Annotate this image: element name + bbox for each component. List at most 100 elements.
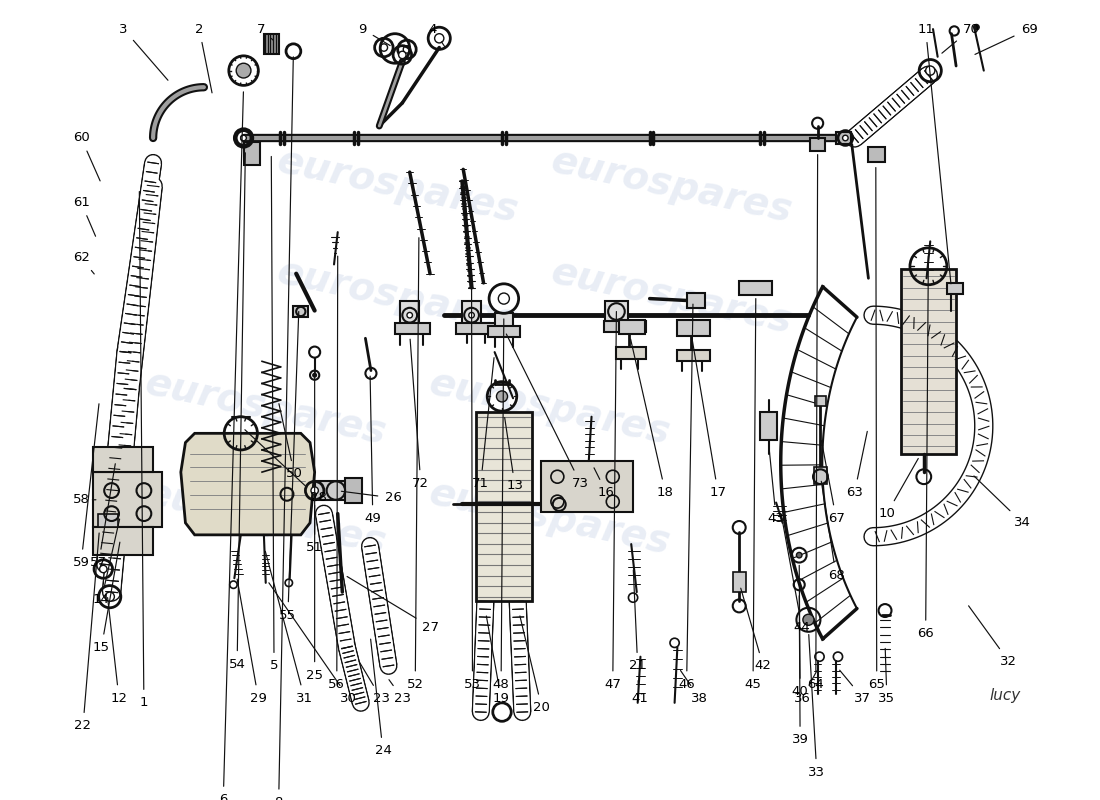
- Bar: [495, 314, 513, 332]
- Circle shape: [236, 63, 251, 78]
- Text: 47: 47: [604, 311, 622, 691]
- Circle shape: [498, 293, 509, 304]
- Text: 24: 24: [371, 639, 392, 758]
- Bar: [604, 321, 646, 332]
- Text: eurospares: eurospares: [142, 363, 389, 452]
- Text: 50: 50: [279, 404, 302, 481]
- Bar: [616, 347, 646, 358]
- Text: 39: 39: [792, 596, 808, 746]
- Text: 9: 9: [359, 22, 390, 46]
- Text: 29: 29: [238, 579, 267, 705]
- Text: 21: 21: [629, 570, 646, 673]
- Text: 70: 70: [942, 22, 979, 54]
- Text: 2: 2: [195, 22, 212, 93]
- Text: 40: 40: [792, 566, 808, 698]
- Bar: [760, 412, 777, 440]
- Text: 51: 51: [306, 367, 323, 554]
- Text: 23: 23: [359, 662, 389, 705]
- Bar: [733, 572, 746, 592]
- Text: 11: 11: [917, 22, 950, 284]
- Text: 66: 66: [917, 256, 934, 640]
- Bar: [561, 499, 575, 510]
- Circle shape: [398, 51, 406, 58]
- Text: eurospares: eurospares: [274, 142, 521, 230]
- Bar: [400, 302, 419, 329]
- Text: 7: 7: [257, 22, 273, 40]
- Text: 56: 56: [329, 256, 345, 691]
- Circle shape: [803, 614, 814, 626]
- Text: 45: 45: [745, 298, 761, 691]
- Circle shape: [496, 391, 507, 402]
- Text: lucy: lucy: [990, 688, 1021, 703]
- Text: 69: 69: [975, 22, 1037, 54]
- Text: 23: 23: [389, 680, 410, 705]
- Text: 43: 43: [768, 450, 784, 525]
- Text: 31: 31: [265, 551, 313, 705]
- Circle shape: [106, 592, 114, 602]
- Bar: [455, 322, 497, 334]
- Text: 32: 32: [969, 606, 1018, 668]
- Text: 12: 12: [108, 598, 128, 705]
- Text: 62: 62: [73, 251, 95, 274]
- Bar: [678, 350, 710, 362]
- Text: 64: 64: [807, 154, 824, 691]
- Text: 1: 1: [140, 191, 148, 710]
- Text: 18: 18: [630, 339, 674, 499]
- Text: eurospares: eurospares: [426, 474, 674, 562]
- Bar: [901, 269, 956, 454]
- Text: 30: 30: [268, 583, 358, 705]
- Bar: [619, 320, 645, 334]
- Text: 54: 54: [229, 153, 245, 670]
- Text: 73: 73: [506, 334, 588, 490]
- Text: 49: 49: [364, 376, 382, 525]
- Circle shape: [311, 487, 318, 494]
- Text: 28: 28: [245, 430, 327, 505]
- Circle shape: [381, 44, 387, 51]
- Text: 16: 16: [594, 468, 615, 499]
- Text: 72: 72: [410, 339, 429, 490]
- Polygon shape: [94, 472, 163, 527]
- Bar: [947, 283, 964, 294]
- Circle shape: [469, 313, 474, 318]
- Text: 60: 60: [73, 131, 100, 181]
- Text: 5: 5: [270, 157, 278, 673]
- Bar: [243, 142, 261, 165]
- Text: eurospares: eurospares: [274, 253, 521, 341]
- Bar: [814, 467, 827, 484]
- Bar: [264, 34, 278, 54]
- Text: 71: 71: [472, 358, 494, 490]
- Text: 33: 33: [808, 634, 825, 778]
- Text: 36: 36: [793, 670, 817, 705]
- Text: eurospares: eurospares: [142, 474, 389, 562]
- Text: 20: 20: [520, 616, 550, 714]
- Bar: [98, 514, 118, 526]
- Bar: [395, 322, 430, 334]
- Bar: [739, 281, 771, 295]
- Text: 57: 57: [90, 464, 116, 569]
- Circle shape: [407, 313, 412, 318]
- Text: 63: 63: [846, 431, 867, 499]
- Text: 67: 67: [822, 441, 845, 525]
- Bar: [686, 293, 705, 308]
- Text: 35: 35: [879, 648, 895, 705]
- Circle shape: [312, 374, 317, 377]
- Circle shape: [404, 46, 410, 53]
- Text: 15: 15: [92, 542, 120, 654]
- Text: eurospares: eurospares: [548, 142, 796, 230]
- Text: 3: 3: [119, 22, 168, 80]
- Text: 41: 41: [631, 681, 648, 705]
- Text: 26: 26: [341, 491, 402, 505]
- Circle shape: [100, 566, 107, 573]
- Circle shape: [241, 135, 246, 141]
- Text: 6: 6: [219, 92, 243, 800]
- Text: 53: 53: [464, 284, 481, 691]
- Polygon shape: [476, 412, 531, 602]
- Polygon shape: [94, 527, 153, 555]
- Circle shape: [925, 66, 935, 75]
- Bar: [605, 302, 628, 322]
- Bar: [488, 326, 520, 338]
- Circle shape: [796, 552, 802, 558]
- Bar: [836, 133, 851, 143]
- Text: 46: 46: [679, 304, 695, 691]
- Text: 10: 10: [879, 458, 918, 520]
